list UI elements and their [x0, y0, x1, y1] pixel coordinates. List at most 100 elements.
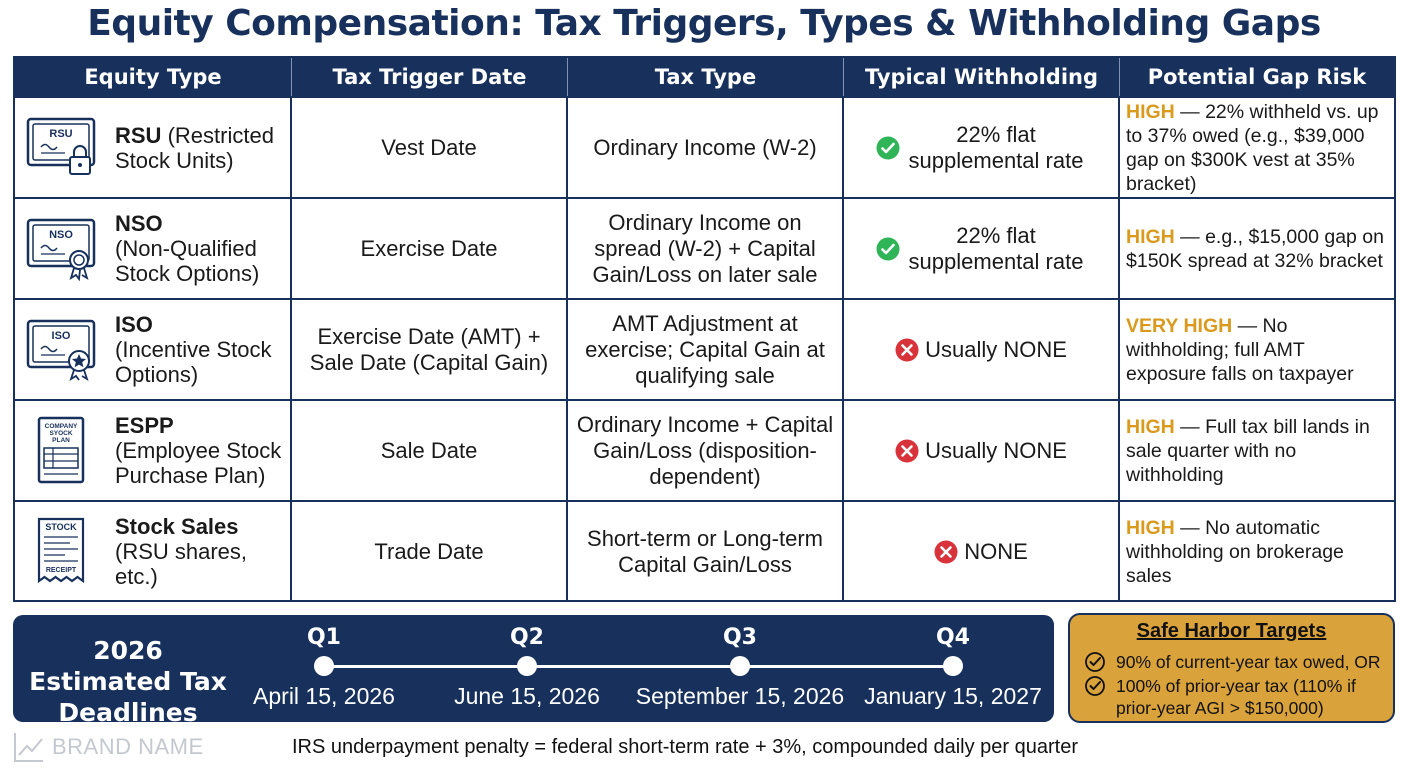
- equity-type-name: NSO: [115, 211, 163, 236]
- withholding-cell: 22% flat supplemental rate: [844, 199, 1120, 298]
- deadlines-title: 2026 Estimated Tax Deadlines: [29, 636, 227, 727]
- timeline-dot: [730, 656, 750, 676]
- svg-text:ISO: ISO: [52, 330, 71, 342]
- table-header: Equity Type Tax Trigger Date Tax Type Ty…: [15, 58, 1394, 96]
- table-row: RSU RSU (Restricted Stock Units) Vest Da…: [15, 96, 1394, 197]
- withholding-text: Usually NONE: [925, 336, 1067, 362]
- gap-risk-text: HIGH — 22% withheld vs. up to 37% owed (…: [1126, 100, 1388, 196]
- gap-risk-detail: — No withholding; full AMT exposure fall…: [1126, 314, 1354, 385]
- equity-type-fullname: (Non-Qualified Stock Options): [115, 236, 260, 286]
- gap-risk-level: HIGH: [1126, 100, 1175, 123]
- gap-risk-detail: — e.g., $15,000 gap on $150K spread at 3…: [1126, 225, 1384, 272]
- tax-type-cell: Ordinary Income on spread (W-2) + Capita…: [568, 199, 844, 298]
- tax-trigger-cell: Exercise Date (AMT) + Sale Date (Capital…: [292, 300, 568, 399]
- quarter-label: Q3: [722, 625, 757, 650]
- equity-type-label: RSU (Restricted Stock Units): [115, 123, 282, 173]
- stock-receipt-icon: STOCK RECEIPT: [37, 517, 85, 583]
- equity-type-cell: RSU RSU (Restricted Stock Units): [15, 98, 292, 197]
- quarter-label: Q4: [935, 625, 970, 650]
- table-row: STOCK RECEIPT Stock Sales (RSU shares, et…: [15, 500, 1394, 601]
- withholding-cell: Usually NONE: [844, 401, 1120, 500]
- equity-type-fullname: (Incentive Stock Options): [115, 337, 272, 387]
- timeline-dot: [517, 656, 537, 676]
- gap-risk-level: HIGH: [1126, 225, 1175, 248]
- svg-text:COMPANY: COMPANY: [45, 423, 78, 430]
- iso-certificate-star-icon: ISO: [26, 319, 96, 381]
- page-title: Equity Compensation: Tax Triggers, Types…: [87, 3, 1321, 44]
- equity-type-fullname: (Restricted Stock Units): [115, 122, 274, 173]
- safe-harbor-item: 100% of prior-year tax (110% if prior-ye…: [1084, 675, 1386, 719]
- check-circle-outline-icon: [1085, 676, 1105, 696]
- gap-risk-cell: HIGH — No automatic withholding on broke…: [1120, 502, 1394, 601]
- check-circle-icon: [876, 136, 900, 159]
- equity-type-name: ESPP: [115, 413, 174, 438]
- gap-risk-cell: HIGH — e.g., $15,000 gap on $150K spread…: [1120, 199, 1394, 298]
- table-row: ISO ISO (Incentive Stock Options) Exercis…: [15, 298, 1394, 399]
- safe-harbor-item: 90% of current-year tax owed, OR: [1084, 651, 1386, 673]
- withholding-text: 22% flat supplemental rate: [908, 222, 1084, 274]
- gap-risk-text: HIGH — e.g., $15,000 gap on $150K spread…: [1126, 225, 1388, 273]
- header-equity-type: Equity Type: [15, 58, 292, 96]
- equity-type-label: NSO (Non-Qualified Stock Options): [115, 211, 282, 286]
- brand-name: BRAND NAME: [52, 734, 204, 759]
- equity-type-label: ISO (Incentive Stock Options): [115, 312, 282, 387]
- equity-type-name: RSU: [115, 122, 162, 148]
- quarter-date: April 15, 2026: [253, 683, 395, 709]
- check-circle-icon: [876, 237, 900, 260]
- quarter-label: Q1: [306, 625, 341, 650]
- table-row: COMPANY SYOCK PLAN ESPP (Employee Stock P…: [15, 399, 1394, 500]
- tax-trigger-cell: Trade Date: [292, 502, 568, 601]
- safe-harbor-text: 100% of prior-year tax (110% if prior-ye…: [1116, 676, 1356, 718]
- quarter-date: June 15, 2026: [454, 683, 600, 709]
- equity-type-fullname: (RSU shares, etc.): [115, 539, 248, 589]
- svg-text:SYOCK: SYOCK: [49, 430, 72, 437]
- svg-text:PLAN: PLAN: [52, 437, 70, 444]
- table-row: NSO NSO (Non-Qualified Stock Options) Exe…: [15, 197, 1394, 298]
- equity-type-label: Stock Sales (RSU shares, etc.): [115, 514, 282, 589]
- svg-text:RECEIPT: RECEIPT: [46, 567, 77, 574]
- svg-text:RSU: RSU: [49, 128, 72, 140]
- espp-plan-document-icon: COMPANY SYOCK PLAN: [37, 416, 85, 483]
- quarter-label: Q2: [509, 625, 544, 650]
- equity-type-cell: STOCK RECEIPT Stock Sales (RSU shares, et…: [15, 502, 292, 601]
- brand-logo: BRAND NAME: [12, 730, 204, 764]
- tax-trigger-cell: Exercise Date: [292, 199, 568, 298]
- gap-risk-cell: HIGH — Full tax bill lands in sale quart…: [1120, 401, 1394, 500]
- withholding-text: NONE: [964, 538, 1028, 564]
- quarter-date: January 15, 2027: [864, 683, 1042, 709]
- gap-risk-level: HIGH: [1126, 516, 1175, 539]
- gap-risk-cell: HIGH — 22% withheld vs. up to 37% owed (…: [1120, 98, 1394, 197]
- equity-type-fullname: (Employee Stock Purchase Plan): [115, 438, 282, 488]
- equity-type-cell: ISO ISO (Incentive Stock Options): [15, 300, 292, 399]
- timeline-line: [324, 665, 954, 668]
- gap-risk-text: HIGH — No automatic withholding on broke…: [1126, 516, 1388, 588]
- penalty-footnote: IRS underpayment penalty = federal short…: [292, 736, 1078, 758]
- svg-text:STOCK: STOCK: [45, 522, 77, 532]
- tax-trigger-cell: Sale Date: [292, 401, 568, 500]
- equity-type-name: ISO: [115, 312, 153, 337]
- rsu-certificate-lock-icon: RSU: [26, 117, 96, 175]
- withholding-text: 22% flat supplemental rate: [908, 121, 1084, 173]
- tax-type-cell: Ordinary Income (W-2): [568, 98, 844, 197]
- withholding-cell: NONE: [844, 502, 1120, 601]
- timeline-dot: [314, 656, 334, 676]
- gap-risk-level: VERY HIGH: [1126, 314, 1233, 337]
- equity-type-cell: NSO NSO (Non-Qualified Stock Options): [15, 199, 292, 298]
- withholding-cell: Usually NONE: [844, 300, 1120, 399]
- tax-type-cell: Short-term or Long-term Capital Gain/Los…: [568, 502, 844, 601]
- header-tax-trigger-date: Tax Trigger Date: [292, 58, 568, 96]
- header-typical-withholding: Typical Withholding: [844, 58, 1120, 96]
- gap-risk-cell: VERY HIGH — No withholding; full AMT exp…: [1120, 300, 1394, 399]
- header-potential-gap-risk: Potential Gap Risk: [1147, 65, 1367, 89]
- x-circle-icon: [895, 338, 919, 361]
- timeline-dot: [943, 656, 963, 676]
- gap-risk-detail: — No automatic withholding on brokerage …: [1126, 516, 1344, 587]
- gap-risk-level: HIGH: [1126, 415, 1175, 438]
- gap-risk-detail: — 22% withheld vs. up to 37% owed (e.g.,…: [1126, 100, 1379, 195]
- x-circle-icon: [895, 439, 919, 462]
- safe-harbor-panel: Safe Harbor Targets 90% of current-year …: [1068, 613, 1395, 723]
- nso-certificate-seal-icon: NSO: [26, 218, 96, 281]
- x-circle-icon: [934, 540, 958, 563]
- gap-risk-detail: — Full tax bill lands in sale quarter wi…: [1126, 415, 1370, 486]
- safe-harbor-title: Safe Harbor Targets: [1136, 620, 1327, 642]
